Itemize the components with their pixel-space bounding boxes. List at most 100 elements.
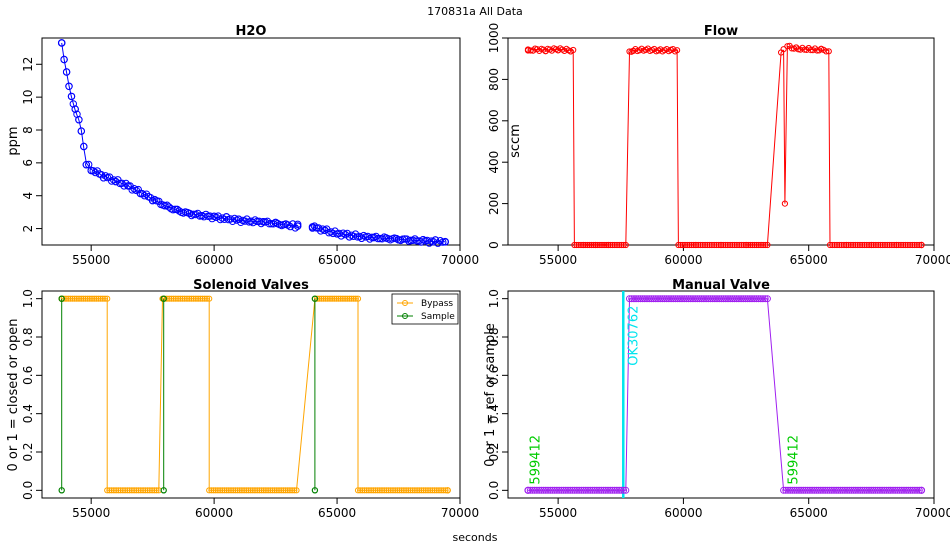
data-point bbox=[838, 241, 845, 249]
data-point bbox=[254, 487, 261, 494]
data-point bbox=[829, 241, 836, 249]
data-point bbox=[821, 486, 829, 494]
y-tick-label: 600 bbox=[487, 109, 501, 132]
data-point bbox=[856, 241, 864, 249]
data-point bbox=[444, 487, 451, 494]
data-point bbox=[799, 486, 807, 494]
annotation-label: 599412 bbox=[529, 435, 544, 485]
data-point bbox=[913, 486, 921, 494]
data-point bbox=[632, 295, 640, 303]
data-point bbox=[893, 241, 900, 249]
data-point bbox=[273, 487, 280, 494]
data-point bbox=[354, 295, 362, 302]
data-point bbox=[695, 241, 702, 249]
data-point bbox=[852, 486, 860, 494]
data-point bbox=[737, 295, 745, 303]
data-point bbox=[67, 92, 76, 101]
data-point bbox=[326, 295, 334, 302]
data-point bbox=[580, 241, 587, 249]
data-point bbox=[562, 486, 570, 494]
data-point bbox=[71, 105, 79, 113]
x-tick-label: 60000 bbox=[195, 506, 233, 520]
data-point bbox=[329, 295, 336, 302]
data-point bbox=[685, 295, 693, 303]
data-point bbox=[736, 241, 743, 249]
data-point bbox=[698, 295, 706, 303]
data-point bbox=[333, 295, 340, 302]
data-point bbox=[524, 486, 532, 494]
data-point bbox=[368, 487, 375, 494]
data-point bbox=[893, 486, 901, 494]
data-point bbox=[700, 295, 708, 303]
legend-label-sample: Sample bbox=[421, 312, 455, 322]
data-point bbox=[387, 487, 394, 494]
data-point bbox=[665, 295, 673, 303]
data-point bbox=[630, 295, 638, 303]
data-point bbox=[227, 487, 235, 494]
data-point bbox=[316, 295, 323, 302]
data-point bbox=[201, 295, 208, 302]
figure-title: 170831a All Data bbox=[427, 5, 523, 18]
data-point bbox=[425, 239, 433, 247]
data-point bbox=[544, 486, 552, 494]
data-point bbox=[738, 241, 745, 249]
data-point bbox=[704, 295, 712, 303]
y-tick-label: 800 bbox=[487, 68, 501, 91]
data-point bbox=[804, 486, 812, 494]
data-point bbox=[788, 45, 795, 52]
data-point bbox=[869, 486, 877, 494]
data-point bbox=[286, 222, 294, 231]
data-point bbox=[260, 487, 267, 494]
y-tick-label: 0.8 bbox=[21, 327, 35, 346]
data-point bbox=[179, 295, 186, 302]
data-point bbox=[322, 295, 329, 302]
data-point bbox=[717, 241, 725, 249]
data-point bbox=[433, 487, 440, 494]
data-point bbox=[826, 486, 834, 494]
y-tick-label: 200 bbox=[487, 192, 501, 215]
data-point bbox=[722, 295, 730, 303]
y-tick-label: 12 bbox=[21, 57, 35, 72]
data-point bbox=[153, 487, 160, 494]
data-point bbox=[826, 241, 834, 249]
data-point bbox=[438, 487, 445, 494]
data-point bbox=[80, 295, 87, 302]
data-point bbox=[225, 487, 232, 494]
data-point bbox=[752, 295, 760, 303]
x-tick-label: 55000 bbox=[72, 506, 110, 520]
data-point bbox=[836, 241, 843, 249]
data-point bbox=[823, 486, 831, 494]
data-point bbox=[97, 295, 104, 302]
data-point bbox=[206, 487, 213, 494]
data-point bbox=[739, 295, 747, 303]
data-point bbox=[181, 295, 188, 302]
data-point bbox=[763, 295, 771, 303]
data-point bbox=[761, 295, 769, 303]
data-point bbox=[188, 295, 195, 302]
y-tick-label: 0.4 bbox=[487, 404, 501, 423]
data-point bbox=[566, 486, 574, 494]
data-point bbox=[840, 241, 848, 249]
y-tick-label: 0.6 bbox=[21, 366, 35, 385]
data-point bbox=[434, 239, 442, 247]
data-point bbox=[904, 241, 911, 249]
data-point bbox=[590, 241, 597, 249]
data-point bbox=[243, 487, 250, 494]
data-point bbox=[537, 486, 545, 494]
panel-ylabel: ppm bbox=[6, 126, 21, 155]
data-point bbox=[230, 487, 237, 494]
data-point bbox=[256, 487, 263, 494]
data-point bbox=[405, 487, 412, 494]
data-point bbox=[344, 295, 351, 302]
data-point bbox=[569, 486, 576, 494]
data-point bbox=[416, 487, 423, 494]
data-point bbox=[686, 241, 693, 249]
data-point bbox=[897, 241, 905, 249]
data-point bbox=[108, 487, 115, 494]
data-point bbox=[582, 486, 590, 494]
data-point bbox=[748, 295, 756, 303]
data-point bbox=[524, 47, 532, 54]
data-point bbox=[586, 241, 593, 249]
data-point bbox=[575, 486, 583, 494]
data-point bbox=[663, 295, 671, 303]
